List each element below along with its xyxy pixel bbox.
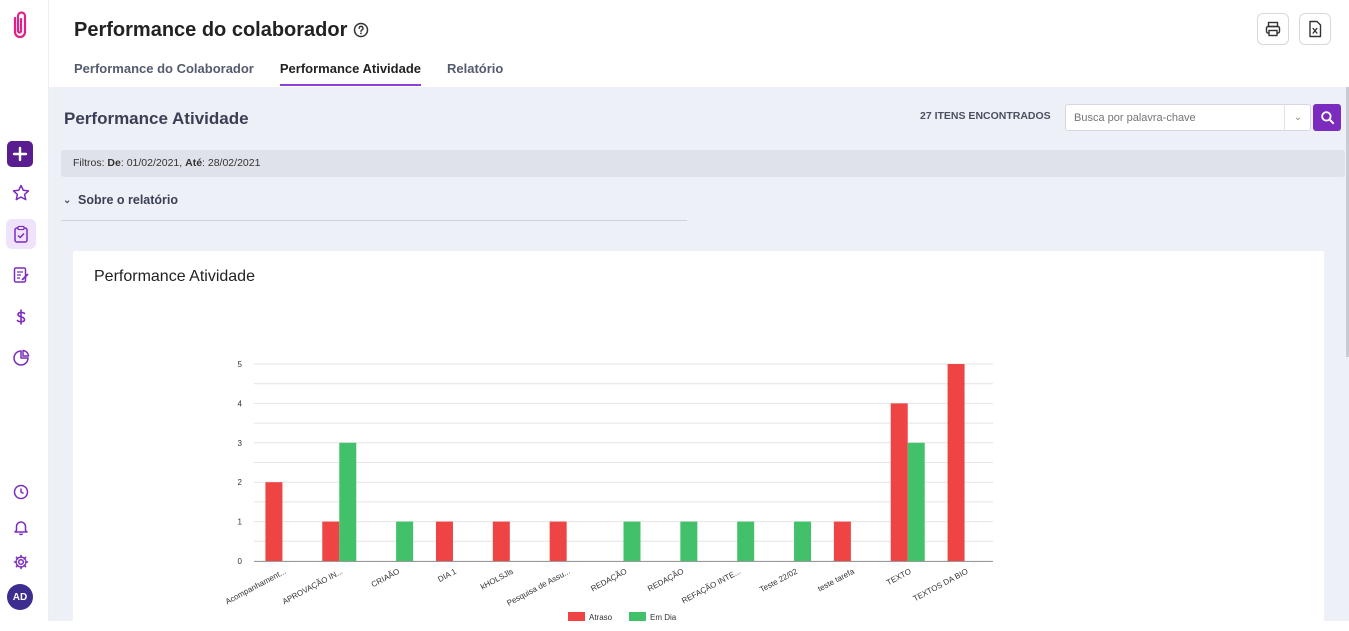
printer-icon: [1265, 21, 1281, 37]
x-tick-label: CRIAÃO: [370, 567, 401, 589]
about-report-label: Sobre o relatório: [78, 193, 179, 207]
clipboard-check-icon[interactable]: [6, 219, 36, 249]
x-tick-label: REDAÇÃO: [589, 567, 628, 594]
y-tick-label: 0: [238, 557, 243, 566]
y-tick-label: 3: [238, 439, 243, 448]
user-avatar[interactable]: AD: [7, 584, 33, 610]
tab-performance-atividade[interactable]: Performance Atividade: [279, 61, 421, 86]
x-tick-label: teste tarefa: [816, 567, 856, 594]
legend-swatch: [568, 612, 585, 621]
page-header: Performance do colaborador Performance d…: [49, 0, 1349, 87]
x-tick-label: Pesquisa de Assu...: [505, 567, 571, 608]
filters-to-value: 28/02/2021: [207, 157, 261, 169]
chevron-down-icon: ⌄: [63, 195, 72, 206]
x-tick-label: APROVAÇÃO IN...: [281, 567, 344, 606]
export-excel-button[interactable]: [1299, 13, 1331, 45]
bar-atraso: [435, 521, 453, 561]
paperclip-logo-icon[interactable]: [9, 10, 31, 40]
filters-bar: Filtros: De: 01/02/2021, Até: 28/02/2021: [61, 150, 1345, 177]
filters-from-label: De: [107, 157, 121, 169]
tab-relatorio[interactable]: Relatório: [447, 61, 504, 76]
x-tick-label: Teste 22/02: [758, 567, 799, 595]
bar-chart: 0 1 2 3 4 5 Acompanhament...APROVAÇÃO IN... CRI…: [224, 360, 993, 622]
search-dropdown-chevron-icon[interactable]: ⌄: [1284, 104, 1311, 131]
x-tick-label: TEXTO: [885, 567, 913, 587]
x-tick-label: Acompanhament...: [224, 567, 288, 606]
main-content: Performance Atividade 27 ITENS ENCONTRAD…: [49, 87, 1349, 631]
excel-file-icon: [1309, 20, 1322, 38]
settings-gear-icon[interactable]: [6, 547, 36, 577]
x-tick-label: TEXTOS DA BIO: [912, 567, 970, 603]
bar-em-dia: [680, 521, 698, 561]
search-icon: [1320, 111, 1334, 125]
bar-atraso: [833, 521, 851, 561]
bar-atraso: [322, 521, 340, 561]
bar-atraso: [947, 364, 965, 561]
filters-to-label: Até: [185, 157, 203, 169]
section-title: Performance Atividade: [64, 109, 249, 128]
bar-em-dia: [737, 521, 755, 561]
bar-atraso: [492, 521, 510, 561]
tab-bar: Performance do Colaborador Performance A…: [74, 61, 503, 86]
bar-em-dia: [907, 442, 925, 561]
x-tick-label: DIA 1: [436, 567, 458, 584]
bar-em-dia: [339, 442, 357, 561]
x-tick-label: kHOLSJls: [479, 567, 515, 592]
chart-card-title: Performance Atividade: [94, 268, 255, 285]
add-icon[interactable]: [7, 141, 33, 167]
sidebar: AD: [0, 0, 49, 621]
legend-swatch: [629, 612, 646, 621]
bar-atraso: [549, 521, 567, 561]
bar-atraso: [265, 482, 283, 561]
x-tick-label: REDAÇÃO: [646, 567, 685, 594]
keyword-search-input[interactable]: [1065, 104, 1311, 131]
y-tick-label: 1: [238, 518, 243, 527]
filters-from-value: 01/02/2021: [126, 157, 180, 169]
print-button[interactable]: [1257, 13, 1289, 45]
legend-label: Em Dia: [650, 613, 677, 622]
y-tick-label: 4: [238, 399, 243, 408]
scrollbar[interactable]: [1346, 87, 1349, 357]
y-tick-label: 2: [238, 478, 243, 487]
page-title: Performance do colaborador: [74, 19, 348, 41]
bar-em-dia: [794, 521, 812, 561]
legend-label: Atraso: [589, 613, 613, 622]
x-tick-label: REFAÇÃO INTE...: [680, 567, 742, 606]
y-tick-label: 5: [238, 360, 243, 369]
bell-icon[interactable]: [6, 512, 36, 542]
search-button[interactable]: [1313, 104, 1341, 131]
help-circle-icon[interactable]: [353, 22, 369, 38]
bar-em-dia: [623, 521, 641, 561]
items-found-count: 27 ITENS ENCONTRADOS: [920, 110, 1051, 122]
bar-em-dia: [396, 521, 414, 561]
star-icon[interactable]: [6, 178, 36, 208]
tab-performance-colaborador[interactable]: Performance do Colaborador: [74, 61, 254, 76]
edit-document-icon[interactable]: [6, 260, 36, 290]
chart-card: 0 1 2 3 4 5 Acompanhament... APROVAÇÃO IN... CRI…: [73, 251, 1324, 631]
clock-icon[interactable]: [6, 477, 36, 507]
dollar-icon[interactable]: [6, 302, 36, 332]
pie-chart-icon[interactable]: [6, 343, 36, 373]
bar-atraso: [890, 403, 908, 561]
filters-prefix: Filtros:: [73, 157, 105, 169]
about-report-toggle[interactable]: ⌄ Sobre o relatório: [61, 193, 687, 221]
